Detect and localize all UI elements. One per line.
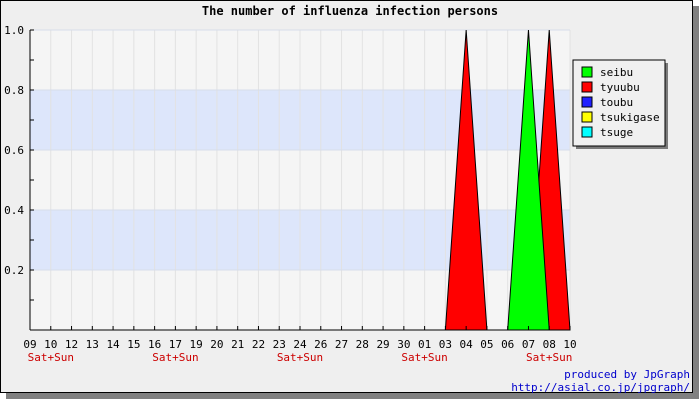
x-tick-label: 30 [397,338,410,351]
x-tick-label: 01 [418,338,431,351]
x-tick-label: 17 [169,338,182,351]
credit-line-1: produced by JpGraph [564,368,690,381]
weekend-label: Sat+Sun [152,351,198,364]
x-tick-label: 15 [127,338,140,351]
legend-label-toubu: toubu [600,96,633,109]
legend-swatch-tsukigase [581,111,593,123]
x-tick-label: 29 [376,338,389,351]
x-tick-label: 24 [293,338,307,351]
x-tick-label: 14 [106,338,120,351]
x-tick-label: 28 [356,338,369,351]
x-tick-label: 16 [148,338,161,351]
weekend-label: Sat+Sun [28,351,74,364]
weekend-label: Sat+Sun [277,351,323,364]
x-tick-label: 09 [23,338,36,351]
x-tick-label: 04 [460,338,474,351]
y-tick-label: 1.0 [4,24,24,37]
y-tick-label: 0.8 [4,84,24,97]
legend-swatch-seibu [581,66,593,78]
legend-swatch-tsuge [581,126,593,138]
x-tick-label: 12 [65,338,78,351]
frame-shadow [6,393,699,399]
legend-swatch-tyuubu [581,81,593,93]
legend-swatch-toubu [581,96,593,108]
x-tick-label: 10 [44,338,57,351]
x-tick-label: 08 [543,338,556,351]
legend-label-tyuubu: tyuubu [600,81,640,94]
x-tick-label: 19 [190,338,203,351]
x-tick-label: 05 [480,338,493,351]
weekend-label: Sat+Sun [526,351,572,364]
x-tick-label: 27 [335,338,348,351]
x-tick-label: 03 [439,338,452,351]
x-tick-label: 23 [273,338,286,351]
weekend-label: Sat+Sun [401,351,447,364]
x-tick-label: 13 [86,338,99,351]
x-tick-label: 10 [563,338,576,351]
legend-label-tsuge: tsuge [600,126,633,139]
x-tick-label: 22 [252,338,265,351]
x-tick-label: 07 [522,338,535,351]
x-tick-label: 20 [210,338,223,351]
legend-label-tsukigase: tsukigase [600,111,660,124]
x-tick-label: 26 [314,338,327,351]
y-tick-label: 0.6 [4,144,24,157]
x-tick-label: 06 [501,338,514,351]
credit-line-2: http://asial.co.jp/jpgraph/ [511,381,690,394]
y-tick-label: 0.4 [4,204,24,217]
x-tick-label: 21 [231,338,244,351]
legend-label-seibu: seibu [600,66,633,79]
frame-shadow [693,6,699,399]
chart-title: The number of influenza infection person… [202,4,498,18]
y-tick-label: 0.2 [4,264,24,277]
